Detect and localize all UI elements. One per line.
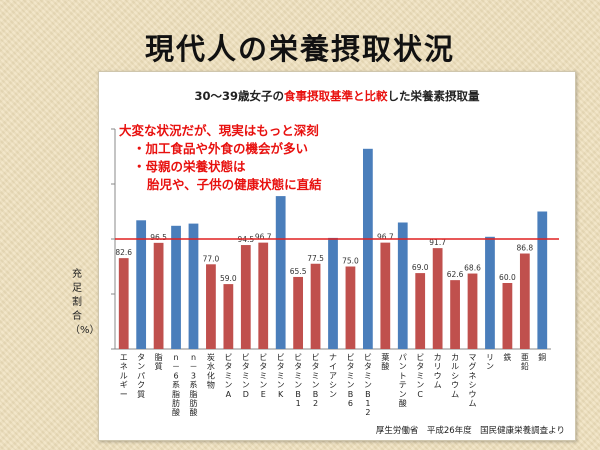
- bar: [450, 280, 460, 349]
- bar: [485, 236, 495, 349]
- bar: [258, 242, 269, 349]
- bar: [519, 253, 530, 349]
- chart-panel: 30～39歳女子の食事摂取基準と比較した栄養素摂取量 050100150200 …: [70, 71, 576, 441]
- category-label: ビタミン B 1: [294, 353, 302, 408]
- category-label: ビタミン K: [277, 353, 285, 399]
- bar: [310, 263, 321, 349]
- category-label: ビタミン B 6: [346, 353, 354, 408]
- data-label: 82.6: [115, 248, 132, 257]
- bar: [432, 248, 443, 349]
- category-label: 葉酸: [381, 352, 389, 371]
- bar: [171, 225, 181, 349]
- bar: [328, 237, 338, 349]
- chart-title-part-3: した栄養素摂取量: [388, 89, 480, 103]
- bar: [293, 276, 304, 349]
- data-label: 91.7: [429, 238, 446, 247]
- category-label: エネルギー: [120, 353, 128, 399]
- bar: [153, 242, 164, 349]
- bar: [206, 264, 216, 349]
- data-label: 77.5: [307, 254, 324, 263]
- chart-title-part-1: 30～39歳女子の: [194, 89, 284, 103]
- bar-chart: 30～39歳女子の食事摂取基準と比較した栄養素摂取量 050100150200 …: [111, 89, 559, 417]
- data-label: 96.5: [150, 233, 167, 242]
- bar: [345, 266, 356, 349]
- bar: [380, 242, 391, 349]
- data-label: 96.7: [377, 233, 394, 242]
- category-label: 亜鉛: [521, 353, 529, 371]
- category-label: ビタミン C: [416, 353, 424, 399]
- chart-title: 30～39歳女子の食事摂取基準と比較した栄養素摂取量: [194, 89, 480, 103]
- category-label: パントテン酸: [399, 353, 407, 408]
- annotation-line-1: 大変な状況だが、現実はもっと深刻: [119, 123, 319, 138]
- data-label: 77.0: [203, 254, 220, 263]
- bar: [362, 148, 373, 349]
- bar: [415, 273, 426, 349]
- data-label: 60.0: [499, 273, 516, 282]
- category-label: タンパク質: [137, 353, 145, 399]
- category-label: ナイアシン: [329, 353, 337, 399]
- bar: [397, 222, 408, 349]
- y-axis-label: 充足割合（%）: [70, 269, 100, 336]
- bar: [223, 284, 234, 349]
- data-label: 69.0: [412, 263, 429, 272]
- source-note: 厚生労働省 平成26年度 国民健康栄養調査より: [375, 426, 565, 436]
- data-label: 86.8: [516, 244, 533, 253]
- annotation-line-4: 胎児や、子供の健康状態に直結: [147, 177, 322, 192]
- category-label: ビタミン B 2: [312, 353, 320, 408]
- annotation-text: 大変な状況だが、現実はもっと深刻 ・加工食品や外食の機会が多い ・母親の栄養状態…: [119, 122, 322, 194]
- bar: [467, 273, 478, 349]
- category-label: カリウム: [434, 353, 442, 390]
- category-label: 鉄: [503, 352, 511, 362]
- category-label: マグネシウム: [469, 353, 477, 408]
- bar: [240, 245, 251, 349]
- bar: [275, 196, 286, 349]
- data-label: 65.5: [290, 267, 307, 276]
- category-label: n － 3 系脂肪酸: [189, 353, 197, 417]
- bar: [502, 283, 513, 349]
- category-label: ビタミン E: [259, 353, 267, 399]
- bar: [188, 223, 199, 349]
- category-label: ビタミン A: [224, 353, 232, 399]
- bar: [118, 258, 129, 349]
- annotation-line-3: ・母親の栄養状態は: [133, 159, 246, 174]
- bar: [537, 211, 548, 349]
- category-label: リン: [486, 353, 494, 371]
- category-label: ビタミン D: [242, 353, 250, 399]
- category-label: カルシウム: [451, 353, 459, 399]
- data-label: 62.6: [447, 270, 464, 279]
- annotation-line-2: ・加工食品や外食の機会が多い: [133, 141, 309, 156]
- category-label: 炭水化物: [207, 353, 215, 390]
- data-label: 96.7: [255, 233, 272, 242]
- category-label: 脂質: [155, 352, 163, 371]
- bar: [136, 220, 147, 349]
- data-label: 75.0: [342, 257, 359, 266]
- category-label: n － 6 系脂肪酸: [172, 353, 180, 417]
- data-label: 59.0: [220, 274, 237, 283]
- category-label: ビタミン B 1 2: [364, 353, 372, 417]
- chart-title-part-2: 食事摂取基準と比較: [284, 89, 388, 103]
- category-label: 銅: [538, 352, 546, 362]
- slide-title: 現代人の栄養摂取状況: [144, 32, 455, 66]
- data-label: 68.6: [464, 264, 481, 273]
